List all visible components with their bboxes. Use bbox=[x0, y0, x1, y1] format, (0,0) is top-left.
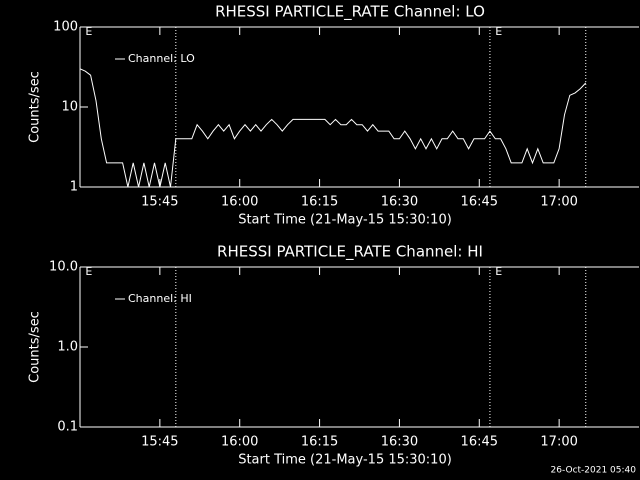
x-axis-label: Start Time (21-May-15 15:30:10) bbox=[238, 213, 452, 228]
x-tick-label: 16:15 bbox=[301, 435, 338, 450]
x-tick-label: 17:00 bbox=[540, 195, 577, 210]
annotation: E bbox=[495, 25, 502, 38]
y-axis-label: Counts/sec bbox=[28, 71, 43, 143]
y-tick-label: 100 bbox=[53, 20, 78, 35]
footer-date: 26-Oct-2021 05:40 bbox=[551, 466, 637, 476]
x-tick-label: 16:00 bbox=[221, 435, 258, 450]
x-tick-label: 15:45 bbox=[141, 435, 178, 450]
annotation: E bbox=[495, 265, 502, 278]
x-tick-label: 16:15 bbox=[301, 195, 338, 210]
y-tick-label: 1 bbox=[70, 180, 78, 195]
x-tick-label: 15:45 bbox=[141, 195, 178, 210]
x-tick-label: 16:00 bbox=[221, 195, 258, 210]
x-tick-label: 16:45 bbox=[461, 195, 498, 210]
y-axis-label: Counts/sec bbox=[28, 311, 43, 383]
legend-label: Channel: HI bbox=[128, 292, 192, 305]
x-tick-label: 16:30 bbox=[381, 435, 418, 450]
y-tick-label: 0.1 bbox=[57, 420, 78, 435]
y-tick-label: 10 bbox=[61, 100, 78, 115]
legend-label: Channel: LO bbox=[128, 52, 195, 65]
x-tick-label: 16:45 bbox=[461, 435, 498, 450]
y-tick-label: 1.0 bbox=[57, 340, 78, 355]
data-line bbox=[79, 68, 587, 188]
annotation: E bbox=[85, 25, 92, 38]
chart-title: RHESSI PARTICLE_RATE Channel: HI bbox=[217, 243, 483, 262]
chart-title: RHESSI PARTICLE_RATE Channel: LO bbox=[215, 3, 485, 22]
x-tick-label: 17:00 bbox=[540, 435, 577, 450]
x-tick-label: 16:30 bbox=[381, 195, 418, 210]
y-tick-label: 10.0 bbox=[49, 260, 78, 275]
x-axis-label: Start Time (21-May-15 15:30:10) bbox=[238, 453, 452, 468]
annotation: E bbox=[85, 265, 92, 278]
